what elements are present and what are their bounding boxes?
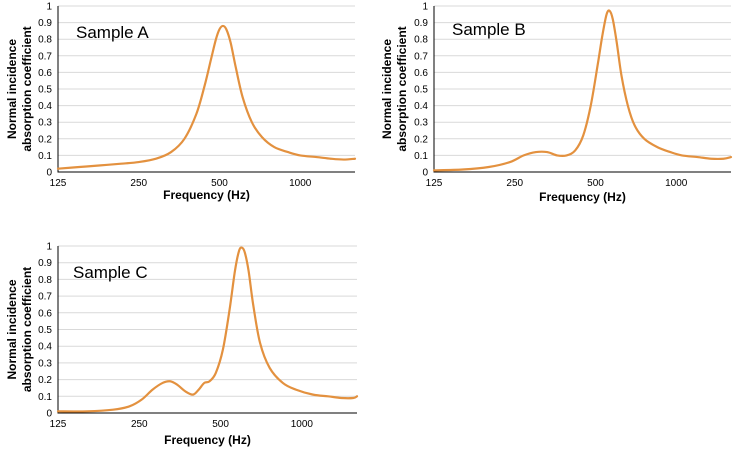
y-axis-label: Normal incidence: [5, 39, 19, 139]
x-tick-label: 125: [50, 178, 67, 189]
y-tick-label: 0.3: [38, 118, 52, 129]
y-tick-label: 0.8: [38, 35, 52, 46]
y-tick-label: 0.1: [414, 151, 428, 162]
axes: [433, 6, 731, 173]
chart-1: 0 0.1 0.2 0.3 0.4 0.5 0.6 0.7 0.8 0.9 1 125 250 500 10…: [380, 2, 733, 204]
y-tick-label: 1: [422, 2, 428, 13]
series-line: [56, 24, 357, 170]
y-tick-label: 1: [46, 2, 52, 13]
y-tick-label: 0.7: [414, 51, 428, 62]
y-tick-label: 0.2: [38, 134, 52, 145]
y-tick-label: 0.4: [414, 101, 428, 112]
sample-label: Sample A: [76, 23, 149, 42]
gridlines: [58, 245, 357, 397]
y-tick-label: 0.5: [414, 85, 428, 96]
x-axis-label: Frequency (Hz): [539, 190, 626, 204]
y-tick-label: 0.5: [38, 325, 52, 336]
y-tick-label: 0.4: [38, 342, 52, 353]
x-tick-label: 1000: [289, 178, 312, 189]
y-axis-label: absorption coefficient: [20, 26, 34, 151]
x-tick-label: 500: [211, 178, 228, 189]
x-tick-label: 250: [131, 419, 148, 430]
y-tick-label: 0: [46, 168, 52, 179]
y-tick-label: 0.3: [38, 358, 52, 369]
series-line: [56, 246, 359, 413]
y-tick-label: 0.3: [414, 118, 428, 129]
x-tick-label: 1000: [665, 178, 688, 189]
y-axis-label: absorption coefficient: [20, 267, 34, 392]
y-tick-label: 0.6: [38, 308, 52, 319]
y-tick-label: 0.1: [38, 151, 52, 162]
sample-label: Sample B: [452, 20, 526, 39]
x-axis-label: Frequency (Hz): [163, 188, 250, 202]
axes: [57, 246, 357, 414]
y-tick-label: 0.8: [414, 35, 428, 46]
y-tick-label: 0.1: [38, 392, 52, 403]
x-tick-label: 1000: [291, 419, 314, 430]
y-axis-label: absorption coefficient: [395, 26, 409, 151]
y-tick-label: 0: [46, 409, 52, 420]
sample-label: Sample C: [73, 263, 148, 282]
y-tick-label: 0.9: [38, 18, 52, 29]
x-tick-label: 500: [587, 178, 604, 189]
y-tick-label: 0.7: [38, 292, 52, 303]
y-tick-label: 0.2: [38, 375, 52, 386]
x-tick-label: 250: [506, 178, 523, 189]
y-tick-label: 1: [46, 242, 52, 253]
gridlines: [58, 5, 355, 156]
chart-0: 0 0.1 0.2 0.3 0.4 0.5 0.6 0.7 0.8 0.9 1 125 250 500 10…: [5, 2, 357, 202]
axes: [57, 6, 355, 173]
x-tick-label: 500: [212, 419, 229, 430]
y-tick-label: 0.4: [38, 101, 52, 112]
y-tick-label: 0.6: [38, 68, 52, 79]
y-tick-label: 0.6: [414, 68, 428, 79]
y-tick-label: 0.9: [414, 18, 428, 29]
series-line: [432, 9, 733, 172]
y-tick-label: 0.8: [38, 275, 52, 286]
y-tick-label: 0.9: [38, 258, 52, 269]
y-axis-label: Normal incidence: [5, 279, 19, 379]
y-tick-label: 0.5: [38, 85, 52, 96]
y-tick-label: 0.2: [414, 134, 428, 145]
x-axis-label: Frequency (Hz): [164, 433, 251, 447]
x-tick-label: 250: [130, 178, 147, 189]
y-axis-label: Normal incidence: [380, 39, 394, 139]
y-tick-label: 0: [422, 168, 428, 179]
y-tick-label: 0.7: [38, 51, 52, 62]
x-tick-label: 125: [426, 178, 443, 189]
x-tick-label: 125: [50, 419, 67, 430]
chart-2: 0 0.1 0.2 0.3 0.4 0.5 0.6 0.7 0.8 0.9 1 125 250 500 10…: [5, 242, 359, 447]
